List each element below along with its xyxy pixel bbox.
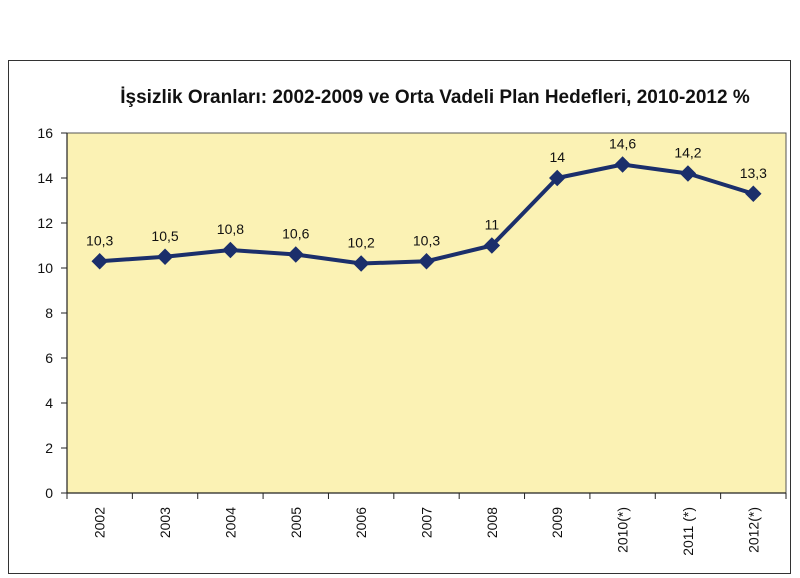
data-label: 11 — [485, 217, 500, 233]
plot-area — [66, 132, 787, 494]
data-label: 14,2 — [674, 145, 701, 161]
chart-frame: İşsizlik Oranları: 2002-2009 ve Orta Vad… — [8, 60, 791, 574]
data-label: 10,5 — [151, 228, 178, 244]
data-point-marker — [91, 253, 108, 270]
x-tick-label: 2011 (*) — [680, 507, 696, 556]
data-point-marker — [549, 169, 566, 187]
x-tick-label: 2010(*) — [615, 507, 631, 553]
data-label: 10,8 — [217, 221, 244, 237]
unemployment-line-chart: İşsizlik Oranları: 2002-2009 ve Orta Vad… — [37, 87, 787, 556]
x-axis: 2002 2003 2004 2005 2006 2007 2008 2009 2010(*) 2… — [66, 492, 787, 556]
x-tick-label: 2008 — [484, 507, 500, 538]
data-point-marker — [222, 241, 239, 259]
data-label: 10,3 — [86, 232, 113, 248]
x-tick-label: 2012(*) — [745, 507, 761, 553]
y-tick-label: 12 — [37, 215, 53, 231]
data-point-marker — [745, 185, 762, 202]
x-tick-label: 2003 — [157, 507, 173, 538]
data-point-marker — [483, 237, 501, 254]
x-tick-label: 2009 — [549, 507, 565, 538]
x-tick-label: 2005 — [288, 507, 304, 538]
data-label: 10,6 — [282, 226, 309, 242]
y-tick-label: 0 — [45, 485, 53, 501]
x-tick-label: 2002 — [92, 507, 108, 538]
data-point-marker — [614, 156, 631, 173]
chart-title: İşsizlik Oranları: 2002-2009 ve Orta Vad… — [120, 87, 750, 108]
data-point-marker — [679, 165, 697, 182]
y-tick-label: 6 — [45, 350, 53, 366]
x-tick-label: 2004 — [222, 507, 238, 538]
series-group: 10,3 10,5 10,8 10,6 10,2 10,3 11 14 14,6 14,2 13,3 — [86, 136, 767, 272]
data-label: 14 — [549, 149, 565, 165]
x-tick-label: 2006 — [353, 507, 369, 538]
x-tick-label: 2007 — [419, 507, 435, 538]
data-label: 10,2 — [348, 235, 375, 251]
y-tick-label: 8 — [45, 305, 53, 321]
data-point-marker — [156, 248, 174, 265]
data-point-marker — [352, 255, 370, 272]
data-label: 13,3 — [740, 165, 767, 181]
y-axis: 0 2 4 6 8 10 12 14 16 — [37, 125, 68, 501]
y-tick-label: 10 — [37, 260, 53, 276]
y-tick-label: 4 — [45, 395, 53, 411]
y-tick-label: 16 — [37, 125, 53, 141]
data-point-marker — [418, 253, 435, 270]
data-label: 10,3 — [413, 232, 440, 248]
y-tick-label: 14 — [37, 170, 53, 186]
data-label: 14,6 — [609, 136, 636, 152]
data-point-marker — [287, 246, 304, 263]
y-tick-label: 2 — [45, 440, 53, 456]
